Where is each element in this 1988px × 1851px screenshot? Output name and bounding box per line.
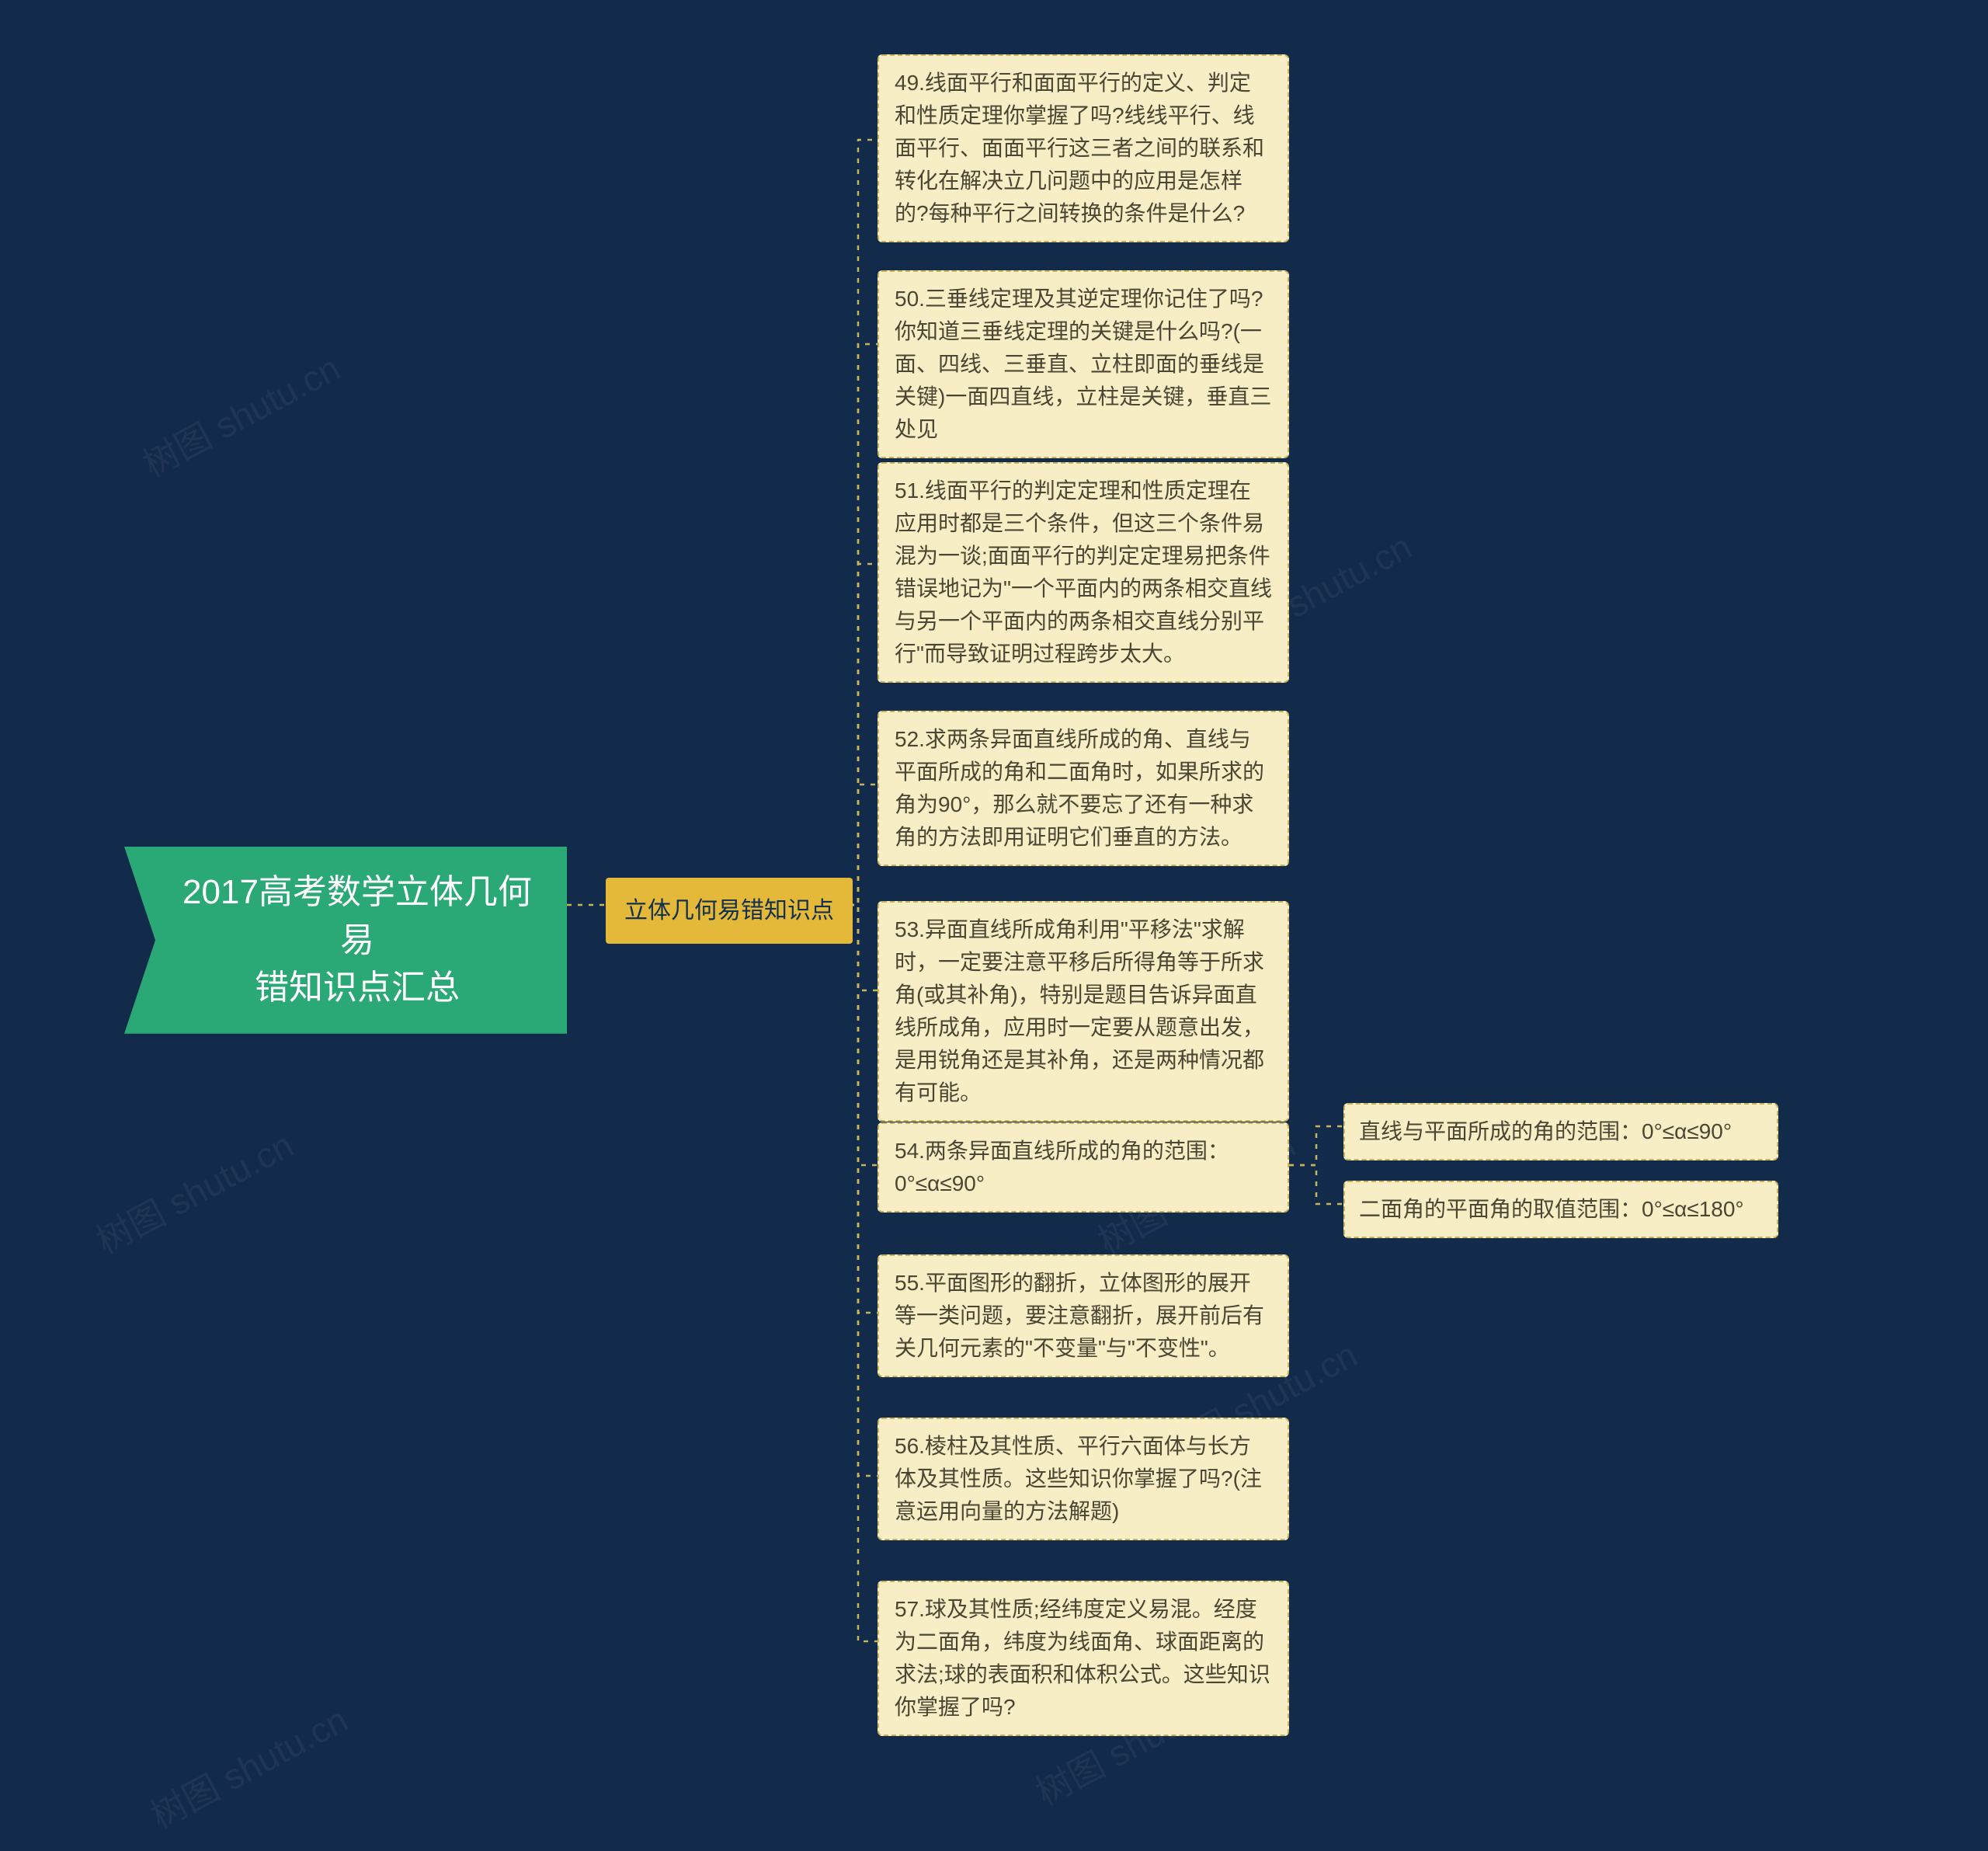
leaf-text: 56.棱柱及其性质、平行六面体与长方体及其性质。这些知识你掌握了吗?(注意运用向…	[895, 1434, 1262, 1523]
connector-path	[839, 905, 878, 1313]
connector-path	[839, 140, 878, 905]
root-node[interactable]: 2017高考数学立体几何易 错知识点汇总	[124, 847, 567, 1034]
leaf-text: 50.三垂线定理及其逆定理你记住了吗?你知道三垂线定理的关键是什么吗?(一面、四…	[895, 287, 1271, 441]
primary-label: 立体几何易错知识点	[624, 898, 834, 924]
watermark-text: 树图 shutu.cn	[86, 1117, 301, 1264]
leaf-node-n56[interactable]: 56.棱柱及其性质、平行六面体与长方体及其性质。这些知识你掌握了吗?(注意运用向…	[878, 1418, 1289, 1540]
leaf-text: 54.两条异面直线所成的角的范围：0°≤α≤90°	[895, 1139, 1229, 1195]
connector-path	[1289, 1126, 1343, 1165]
leaf-text: 52.求两条异面直线所成的角、直线与平面所成的角和二面角时，如果所求的角为90°…	[895, 727, 1264, 849]
leaf-text: 51.线面平行的判定定理和性质定理在应用时都是三个条件，但这三个条件易混为一谈;…	[895, 478, 1272, 666]
leaf-text: 49.线面平行和面面平行的定义、判定和性质定理你掌握了吗?线线平行、线面平行、面…	[895, 71, 1264, 225]
leaf-node-n51[interactable]: 51.线面平行的判定定理和性质定理在应用时都是三个条件，但这三个条件易混为一谈;…	[878, 462, 1289, 683]
subleaf-text: 直线与平面所成的角的范围：0°≤α≤90°	[1359, 1119, 1732, 1143]
root-line1: 2017高考数学立体几何易	[182, 873, 532, 959]
subleaf-node-s2[interactable]: 二面角的平面角的取值范围：0°≤α≤180°	[1343, 1181, 1778, 1238]
watermark-text: 树图 shutu.cn	[133, 340, 348, 487]
connector-path	[839, 344, 878, 905]
leaf-node-n57[interactable]: 57.球及其性质;经纬度定义易混。经度为二面角，纬度为线面角、球面距离的求法;球…	[878, 1581, 1289, 1736]
leaf-text: 53.异面直线所成角利用"平移法"求解时，一定要注意平移后所得角等于所求角(或其…	[895, 917, 1264, 1105]
connector-path	[839, 905, 878, 1165]
connector-path	[839, 564, 878, 905]
subleaf-text: 二面角的平面角的取值范围：0°≤α≤180°	[1359, 1197, 1744, 1221]
connector-path	[1289, 1165, 1343, 1204]
connector-path	[839, 905, 878, 1641]
leaf-node-n54[interactable]: 54.两条异面直线所成的角的范围：0°≤α≤90°	[878, 1122, 1289, 1213]
watermark-text: 树图 shutu.cn	[141, 1692, 356, 1839]
connector-path	[839, 905, 878, 1476]
root-line2: 错知识点汇总	[255, 969, 460, 1007]
leaf-node-n49[interactable]: 49.线面平行和面面平行的定义、判定和性质定理你掌握了吗?线线平行、线面平行、面…	[878, 54, 1289, 242]
subleaf-node-s1[interactable]: 直线与平面所成的角的范围：0°≤α≤90°	[1343, 1103, 1778, 1160]
leaf-node-n52[interactable]: 52.求两条异面直线所成的角、直线与平面所成的角和二面角时，如果所求的角为90°…	[878, 711, 1289, 866]
primary-node[interactable]: 立体几何易错知识点	[606, 878, 853, 944]
leaf-text: 57.球及其性质;经纬度定义易混。经度为二面角，纬度为线面角、球面距离的求法;球…	[895, 1597, 1270, 1719]
leaf-node-n55[interactable]: 55.平面图形的翻折，立体图形的展开等一类问题，要注意翻折，展开前后有关几何元素…	[878, 1254, 1289, 1377]
leaf-text: 55.平面图形的翻折，立体图形的展开等一类问题，要注意翻折，展开前后有关几何元素…	[895, 1271, 1264, 1360]
leaf-node-n50[interactable]: 50.三垂线定理及其逆定理你记住了吗?你知道三垂线定理的关键是什么吗?(一面、四…	[878, 270, 1289, 458]
leaf-node-n53[interactable]: 53.异面直线所成角利用"平移法"求解时，一定要注意平移后所得角等于所求角(或其…	[878, 901, 1289, 1122]
mindmap-canvas: 树图 shutu.cn树图 shutu.cn树图 shutu.cn树图 shut…	[0, 0, 1988, 1851]
